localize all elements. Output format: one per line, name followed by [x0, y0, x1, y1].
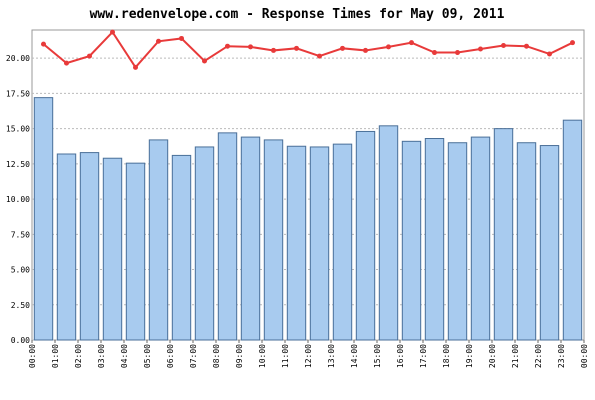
x-tick-label: 16:00 [396, 344, 405, 368]
x-tick-label: 21:00 [511, 344, 520, 368]
x-tick-label: 14:00 [350, 344, 359, 368]
line-marker [202, 58, 207, 64]
bar [286, 145, 307, 341]
bar [217, 132, 238, 341]
y-tick-label: 17.50 [6, 89, 30, 98]
x-tick-label: 17:00 [419, 344, 428, 368]
x-tick-label: 01:00 [51, 344, 60, 368]
x-tick-label: 10:00 [258, 344, 267, 368]
bar [401, 140, 422, 341]
line-marker [363, 47, 368, 53]
bar [194, 146, 215, 341]
line-marker [524, 43, 529, 49]
bar [562, 119, 583, 341]
x-tick-label: 23:00 [557, 344, 566, 368]
line-marker [64, 60, 69, 66]
x-tick-label: 20:00 [488, 344, 497, 368]
x-tick-label: 03:00 [97, 344, 106, 368]
line-marker [133, 64, 138, 70]
bar [171, 154, 192, 341]
line-marker [570, 40, 575, 46]
y-tick-label: 15.00 [6, 125, 30, 134]
line-marker [87, 53, 92, 59]
bar [378, 125, 399, 341]
y-tick-label: 2.50 [11, 301, 30, 310]
x-tick-label: 15:00 [373, 344, 382, 368]
bar [539, 145, 560, 341]
bar [125, 162, 146, 341]
x-tick-label: 13:00 [327, 344, 336, 368]
line-marker [432, 50, 437, 56]
plot-area [31, 29, 585, 341]
line-marker [501, 43, 506, 48]
x-tick-label: 06:00 [166, 344, 175, 368]
line-marker [294, 45, 299, 51]
bar [424, 138, 445, 341]
y-tick-label: 12.50 [6, 160, 30, 169]
line-marker [156, 38, 161, 44]
x-tick-label: 09:00 [235, 344, 244, 368]
line-marker [110, 29, 115, 35]
x-tick-label: 05:00 [143, 344, 152, 368]
x-tick-label: 00:00 [28, 344, 37, 368]
x-tick-label: 00:00 [580, 344, 589, 368]
line-marker [478, 46, 483, 52]
bar [309, 146, 330, 341]
y-tick-label: 20.00 [6, 54, 30, 63]
line-marker [386, 44, 391, 50]
bar [447, 142, 468, 341]
line-marker [41, 41, 46, 47]
bar [240, 136, 261, 341]
line [42, 30, 573, 69]
chart-title: www.redenvelope.com - Response Times for… [90, 7, 505, 22]
x-tick-label: 08:00 [212, 344, 221, 368]
bar [33, 97, 54, 341]
y-tick-label: 10.00 [6, 195, 30, 204]
line-marker [455, 50, 460, 56]
bar [263, 139, 284, 341]
x-tick-label: 04:00 [120, 344, 129, 368]
line-marker [225, 43, 230, 49]
bar [355, 130, 376, 341]
x-tick-label: 07:00 [189, 344, 198, 368]
line-marker [317, 53, 322, 59]
line-marker [340, 45, 345, 51]
bar [493, 128, 514, 341]
bar [79, 152, 100, 341]
bar [102, 157, 123, 341]
line-marker [248, 44, 253, 50]
line-marker [409, 40, 414, 46]
line-marker [271, 47, 276, 53]
x-tick-label: 19:00 [465, 344, 474, 368]
x-tick-label: 18:00 [442, 344, 451, 368]
x-tick-label: 22:00 [534, 344, 543, 368]
x-tick-label: 02:00 [74, 344, 83, 368]
line-marker [179, 35, 184, 41]
bar [56, 153, 77, 341]
x-tick-label: 12:00 [304, 344, 313, 368]
bar [148, 139, 169, 341]
bar [332, 143, 353, 341]
y-tick-label: 7.50 [11, 230, 30, 239]
bar [470, 136, 491, 341]
line-marker [547, 51, 552, 57]
y-tick-label: 5.00 [11, 266, 30, 275]
x-tick-label: 11:00 [281, 344, 290, 368]
bar [516, 142, 537, 341]
y-tick-label: 0.00 [11, 336, 30, 345]
